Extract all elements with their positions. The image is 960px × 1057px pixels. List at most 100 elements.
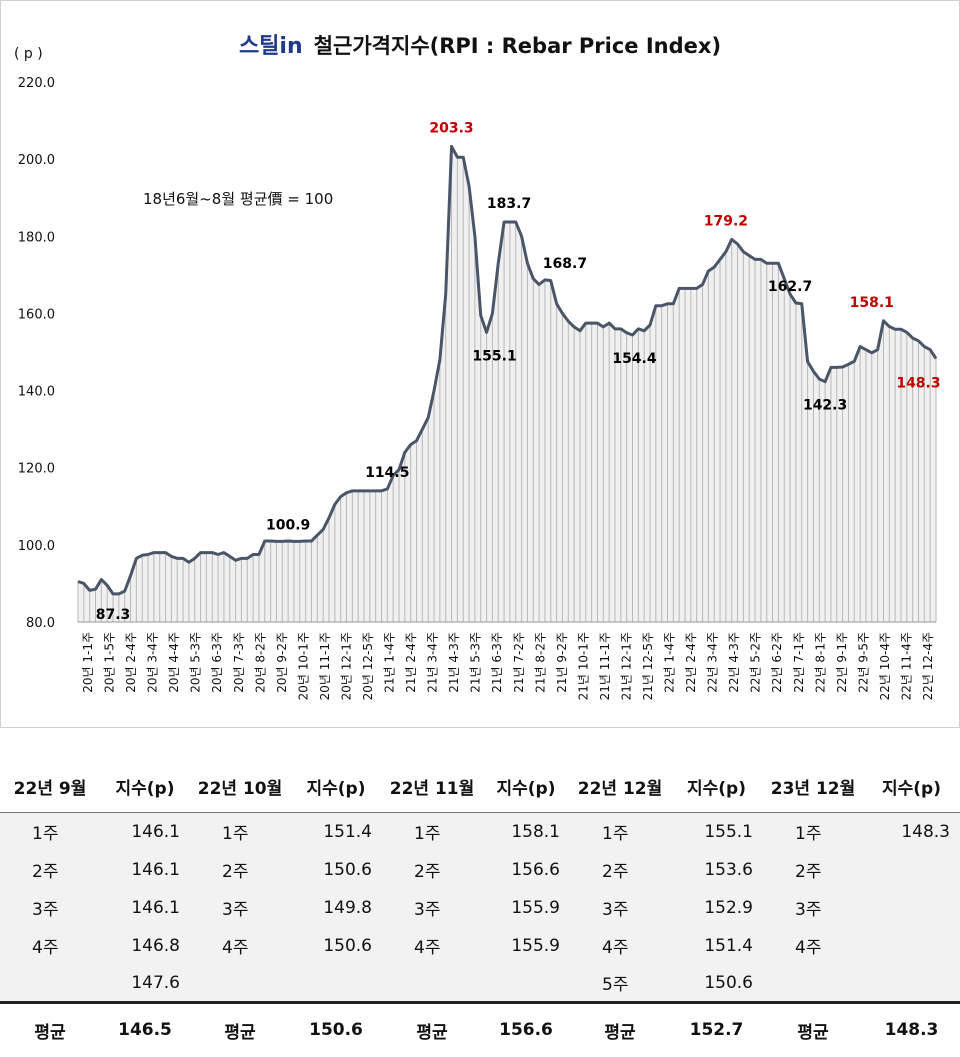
data-label: 100.9 bbox=[266, 517, 310, 533]
week-index-value: 155.1 bbox=[670, 812, 763, 851]
x-tick-label: 21년 8-2주 bbox=[533, 632, 547, 693]
y-tick-label: 200.0 bbox=[18, 153, 55, 168]
x-tick-label: 22년 2-4주 bbox=[684, 632, 698, 693]
x-tick-label: 20년 4-4주 bbox=[167, 632, 181, 693]
data-label: 154.4 bbox=[612, 351, 657, 367]
week-label: 3주 bbox=[222, 900, 249, 920]
week-label bbox=[190, 965, 290, 1003]
x-tick-label: 22년 6-2주 bbox=[770, 632, 784, 693]
week-label: 1주 bbox=[763, 812, 863, 851]
week-index-value: 151.4 bbox=[290, 812, 382, 851]
x-tick-label: 22년 5-2주 bbox=[749, 632, 763, 693]
average-label: 평균 bbox=[763, 1001, 863, 1057]
week-index-value: 148.3 bbox=[863, 812, 960, 851]
data-label: 179.2 bbox=[704, 213, 748, 229]
x-tick-label: 21년 1-4주 bbox=[383, 632, 397, 693]
week-index-value: 146.1 bbox=[131, 897, 180, 918]
x-tick-label: 21년 12-5주 bbox=[641, 632, 655, 700]
x-tick-label: 21년 5-3주 bbox=[469, 632, 483, 693]
average-label: 평균 bbox=[0, 1001, 100, 1057]
y-tick-label: 100.0 bbox=[18, 539, 55, 554]
week-label: 4주 bbox=[602, 938, 629, 958]
data-label: 158.1 bbox=[850, 295, 894, 311]
x-tick-label: 21년 12-1주 bbox=[619, 632, 633, 700]
x-tick-label: 20년 8-2주 bbox=[253, 632, 267, 693]
week-label bbox=[763, 965, 863, 1003]
week-index-value bbox=[482, 965, 570, 1003]
week-index-value: 156.6 bbox=[511, 859, 560, 880]
area-fill bbox=[78, 146, 936, 622]
table-row: 3주 146.1 3주 149.8 3주 155.9 3주 152.9 3주 bbox=[0, 888, 960, 927]
average-value: 148.3 bbox=[863, 1001, 960, 1057]
y-tick-label: 180.0 bbox=[18, 230, 55, 245]
week-index-value bbox=[863, 851, 960, 889]
table-average-row: 평균 146.5 평균 150.6 평균 156.6 평균 152.7 평균 1… bbox=[0, 1001, 960, 1057]
week-label: 4주 bbox=[414, 938, 441, 958]
weekly-index-table-panel: 22년 9월 지수(p) 22년 10월 지수(p) 22년 11월 지수(p)… bbox=[0, 760, 960, 1057]
x-tick-label: 20년 3-4주 bbox=[146, 632, 160, 693]
header-index: 지수(p) bbox=[496, 778, 556, 799]
week-label: 3주 bbox=[414, 900, 441, 920]
x-tick-label: 20년 12-5주 bbox=[361, 632, 375, 700]
week-index-value: 152.9 bbox=[704, 897, 753, 918]
x-tick-label: 20년 7-3주 bbox=[232, 632, 246, 693]
x-tick-label: 22년 11-4주 bbox=[899, 632, 913, 700]
week-index-value: 151.4 bbox=[704, 935, 753, 956]
header-month: 22년 10월 bbox=[197, 778, 283, 799]
week-index-value: 153.6 bbox=[704, 859, 753, 880]
week-label: 3주 bbox=[795, 900, 822, 920]
data-label: 114.5 bbox=[365, 465, 409, 481]
x-tick-label: 20년 10-1주 bbox=[296, 632, 310, 700]
week-label: 4주 bbox=[795, 938, 822, 958]
week-index-value: 146.1 bbox=[100, 812, 190, 851]
rpi-chart: 80.0 100.0 120.0 140.0 160.0 180.0 200.0 220.0 2… bbox=[0, 0, 960, 728]
average-value: 146.5 bbox=[100, 1001, 190, 1057]
table-row: 1주 146.1 1주 151.4 1주 158.1 1주 155.1 1주 148.3 bbox=[0, 812, 960, 851]
chart-title-wrap: 스틸in 철근가격지수(RPI : Rebar Price Index) bbox=[0, 28, 960, 60]
y-tick-label: 140.0 bbox=[18, 385, 55, 400]
week-index-value: 146.8 bbox=[131, 935, 180, 956]
week-label: 3주 bbox=[602, 900, 629, 920]
header-month: 22년 12월 bbox=[577, 778, 663, 799]
x-tick-label: 20년 1-5주 bbox=[103, 632, 117, 693]
x-tick-label: 22년 9-1주 bbox=[835, 632, 849, 693]
y-tick-label: 220.0 bbox=[18, 76, 55, 91]
week-label: 1주 bbox=[190, 812, 290, 851]
week-label: 4주 bbox=[32, 938, 59, 958]
week-label bbox=[0, 965, 100, 1003]
x-tick-label: 20년 11-1주 bbox=[318, 632, 332, 700]
header-index: 지수(p) bbox=[687, 778, 746, 799]
y-tick-label: 80.0 bbox=[26, 616, 55, 631]
x-tick-label: 21년 10-1주 bbox=[576, 632, 590, 700]
week-index-value: 147.6 bbox=[131, 972, 180, 993]
week-label: 2주 bbox=[602, 862, 629, 882]
y-axis-unit: ( p ) bbox=[14, 46, 43, 62]
x-tick-label: 22년 1-4주 bbox=[663, 632, 677, 693]
x-tick-label: 21년 4-3주 bbox=[447, 632, 461, 693]
header-month: 22년 11월 bbox=[389, 778, 475, 799]
week-index-value: 155.9 bbox=[511, 935, 560, 956]
week-index-value: 155.9 bbox=[511, 897, 560, 918]
x-tick-label: 21년 7-2주 bbox=[512, 632, 526, 693]
x-tick-label: 22년 4-3주 bbox=[727, 632, 741, 693]
week-index-value: 150.6 bbox=[323, 859, 372, 880]
average-label: 평균 bbox=[190, 1001, 290, 1057]
header-index: 지수(p) bbox=[882, 778, 941, 799]
steelin-logo: 스틸in bbox=[238, 34, 303, 59]
average-label: 평균 bbox=[570, 1001, 670, 1057]
week-label: 4주 bbox=[222, 938, 249, 958]
week-index-value bbox=[863, 927, 960, 965]
series-line bbox=[77, 144, 938, 596]
data-label: 168.7 bbox=[543, 256, 587, 272]
x-tick-label: 22년 7-1주 bbox=[792, 632, 806, 693]
data-label: 87.3 bbox=[96, 607, 131, 623]
week-label: 2주 bbox=[222, 862, 249, 882]
week-index-value: 150.6 bbox=[704, 972, 753, 993]
table-header-row: 22년 9월 지수(p) 22년 10월 지수(p) 22년 11월 지수(p)… bbox=[0, 760, 960, 813]
week-label: 1주 bbox=[382, 812, 482, 851]
average-value: 156.6 bbox=[482, 1001, 570, 1057]
week-index-value: 150.6 bbox=[323, 935, 372, 956]
header-index: 지수(p) bbox=[115, 778, 175, 799]
x-tick-label: 20년 9-2주 bbox=[275, 632, 289, 693]
week-label: 1주 bbox=[570, 812, 670, 851]
